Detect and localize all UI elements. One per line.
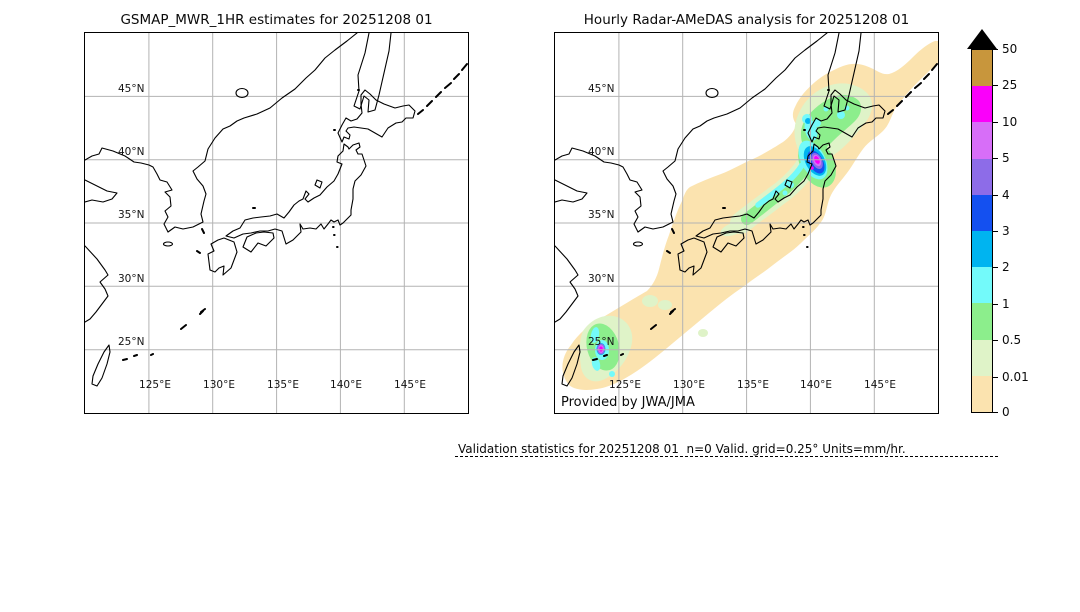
lat-label: 45°N (588, 83, 615, 95)
lon-label: 145°E (394, 379, 426, 391)
validation-stats-text: Validation statistics for 20251208 01 n=… (458, 442, 906, 456)
lon-label: 135°E (737, 379, 769, 391)
colorbar-tick (993, 267, 998, 268)
lon-label: 125°E (609, 379, 641, 391)
colorbar-segment (972, 86, 992, 123)
colorbar-tick (993, 377, 998, 378)
right-panel-title: Hourly Radar-AMeDAS analysis for 2025120… (583, 12, 910, 28)
colorbar-segment (972, 158, 992, 195)
colorbar-tick-label: 2 (1002, 260, 1010, 274)
gsmap-panel: 45°N 40°N 35°N 30°N 25°N 125°E 130°E 135… (84, 32, 469, 414)
lon-label: 135°E (267, 379, 299, 391)
colorbar (971, 49, 993, 413)
colorbar-tick (993, 85, 998, 86)
lon-label: 130°E (673, 379, 705, 391)
colorbar-tick-label: 25 (1002, 78, 1018, 92)
lat-label: 45°N (118, 83, 145, 95)
colorbar-segment (972, 50, 992, 87)
colorbar-segment (972, 267, 992, 304)
colorbar-tick-label: 0.01 (1002, 370, 1029, 384)
colorbar-tick-label: 4 (1002, 188, 1010, 202)
colorbar-tick (993, 49, 998, 50)
colorbar-tick (993, 195, 998, 196)
colorbar-tick (993, 340, 998, 341)
lon-label: 140°E (800, 379, 832, 391)
lat-label: 40°N (588, 146, 615, 158)
colorbar-segment (972, 122, 992, 159)
left-panel-title: GSMAP_MWR_1HR estimates for 20251208 01 (120, 12, 433, 28)
colorbar-segment (972, 231, 992, 268)
footer-dashed-rule (455, 456, 998, 457)
colorbar-tick-label: 10 (1002, 115, 1018, 129)
radar-amedas-panel: 45°N 40°N 35°N 30°N 25°N 125°E 130°E 135… (554, 32, 939, 414)
lon-label: 140°E (330, 379, 362, 391)
lat-label: 25°N (588, 336, 615, 348)
lon-label: 125°E (139, 379, 171, 391)
colorbar-segment (972, 339, 992, 376)
lat-label: 35°N (118, 209, 145, 221)
precip-magenta-core (599, 156, 820, 352)
lat-label: 30°N (588, 273, 615, 285)
lon-label: 130°E (203, 379, 235, 391)
colorbar-overflow-triangle (967, 29, 997, 49)
colorbar-segment (972, 194, 992, 232)
colorbar-tick-label: 0 (1002, 405, 1010, 419)
colorbar-tick-label: 3 (1002, 224, 1010, 238)
colorbar-tick (993, 231, 998, 232)
lat-label: 30°N (118, 273, 145, 285)
colorbar-tick-label: 5 (1002, 151, 1010, 165)
data-provider-credit: Provided by JWA/JMA (561, 395, 695, 410)
lon-label: 145°E (864, 379, 896, 391)
lat-label: 25°N (118, 336, 145, 348)
colorbar-tick (993, 158, 998, 159)
colorbar-segment (972, 375, 992, 413)
colorbar-tick (993, 122, 998, 123)
colorbar-tick (993, 412, 998, 413)
colorbar-tick-label: 1 (1002, 297, 1010, 311)
radar-map-canvas (555, 33, 938, 413)
lat-label: 35°N (588, 209, 615, 221)
lat-label: 40°N (118, 146, 145, 158)
colorbar-tick-label: 0.5 (1002, 333, 1022, 347)
colorbar-tick (993, 304, 998, 305)
colorbar-segment (972, 303, 992, 340)
colorbar-tick-label: 50 (1002, 42, 1018, 56)
